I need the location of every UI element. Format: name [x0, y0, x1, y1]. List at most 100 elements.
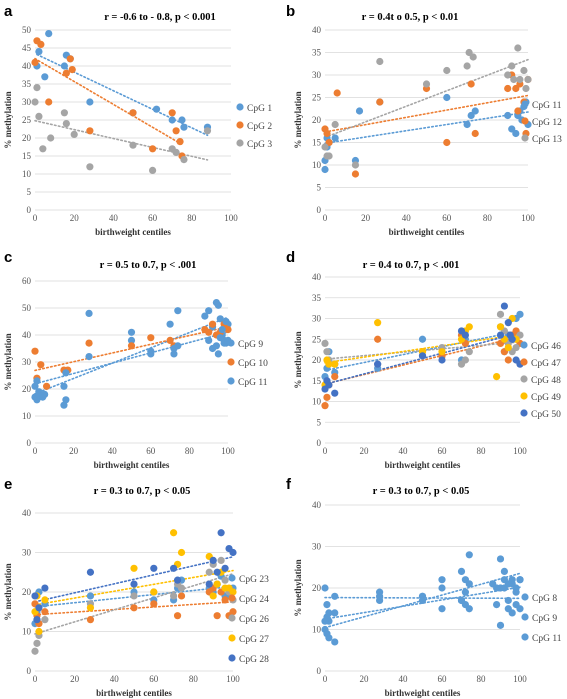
data-point-cpg-28	[35, 604, 43, 612]
x-tick-label: 60	[148, 213, 158, 223]
data-point-cpg-49	[496, 323, 505, 331]
legend-marker	[521, 633, 529, 641]
data-point-cpg-28	[41, 584, 49, 592]
data-point-cpg-28	[213, 568, 221, 576]
data-point-cpg-11	[201, 312, 209, 320]
data-point-cpg-11	[493, 584, 501, 592]
trendline-cpg-2	[34, 57, 183, 146]
data-point-cpg-47	[504, 356, 512, 364]
data-point-cpg-11	[504, 111, 512, 120]
data-point-cpg-11	[465, 580, 473, 588]
data-point-cpg-13	[443, 66, 451, 75]
y-tick-label: 30	[22, 97, 32, 107]
data-point-cpg-11	[205, 336, 213, 344]
data-point-cpg-24	[130, 604, 138, 612]
data-point-cpg-49	[331, 360, 339, 368]
data-point-cpg-49	[493, 373, 501, 381]
data-point-cpg-11	[508, 609, 516, 617]
legend-marker	[521, 100, 529, 108]
x-tick-label: 80	[187, 213, 197, 223]
data-point-cpg-11	[60, 382, 68, 390]
trendline-cpg-26	[34, 572, 234, 635]
data-point-cpg-50	[508, 335, 516, 343]
data-point-cpg-28	[31, 592, 39, 600]
data-point-cpg-10	[31, 347, 39, 355]
data-point-cpg-28	[170, 564, 178, 572]
y-tick-label: 10	[312, 160, 322, 170]
x-tick-label: 60	[146, 446, 156, 456]
data-point-cpg-2	[172, 127, 180, 135]
y-tick-label: 25	[312, 93, 322, 103]
data-point-cpg-1	[41, 73, 49, 81]
data-point-cpg-13	[422, 80, 431, 88]
data-point-cpg-13	[321, 143, 329, 151]
chart-title: r = 0.5 to 0.7, p < .001	[100, 260, 197, 271]
data-point-cpg-27	[170, 529, 178, 537]
data-point-cpg-11	[218, 326, 226, 334]
x-tick-label: 0	[33, 446, 38, 456]
y-tick-label: 0	[317, 438, 322, 448]
x-tick-label: 40	[110, 674, 120, 684]
y-tick-label: 40	[22, 330, 32, 340]
data-point-cpg-11	[323, 601, 331, 609]
data-point-cpg-13	[520, 66, 528, 75]
data-point-cpg-9	[62, 396, 70, 404]
x-tick-label: 40	[402, 213, 412, 223]
data-point-cpg-2	[37, 40, 45, 49]
chart-title: r = -0.6 to - 0.8, p < 0.001	[104, 12, 216, 23]
data-point-cpg-27	[41, 596, 49, 604]
y-tick-label: 40	[22, 61, 32, 71]
data-point-cpg-28	[229, 548, 237, 557]
x-tick-label: 80	[477, 674, 487, 684]
data-point-cpg-2	[86, 127, 94, 135]
y-tick-label: 0	[27, 205, 32, 215]
legend-marker	[227, 358, 235, 366]
data-point-cpg-9	[500, 567, 508, 576]
x-axis-label: birthweight centiles	[385, 688, 461, 698]
data-point-cpg-3	[47, 134, 55, 142]
data-point-cpg-24	[177, 592, 186, 600]
data-point-cpg-50	[418, 352, 427, 360]
panel-letter: f	[286, 476, 292, 493]
data-point-cpg-46	[516, 310, 524, 318]
data-point-cpg-3	[62, 120, 70, 128]
data-point-cpg-11	[33, 377, 41, 385]
data-point-cpg-1	[60, 62, 68, 70]
data-point-cpg-9	[512, 584, 520, 592]
data-point-cpg-50	[496, 331, 505, 339]
data-point-cpg-50	[374, 360, 382, 368]
data-point-cpg-27	[177, 548, 186, 557]
x-tick-label: 0	[33, 674, 38, 684]
data-point-cpg-28	[221, 564, 229, 572]
panel-f: f r = 0.3 to 0.7, p < 0.05 0 10 20 30 40 0 20 40 6…	[286, 476, 562, 698]
data-point-cpg-11	[355, 107, 364, 115]
data-point-cpg-10	[85, 339, 93, 347]
data-point-cpg-11	[147, 350, 155, 358]
data-point-cpg-10	[37, 361, 45, 369]
data-point-cpg-8	[465, 605, 473, 613]
y-tick-label: 15	[312, 138, 322, 148]
data-point-cpg-27	[150, 588, 158, 596]
data-point-cpg-13	[522, 84, 530, 93]
legend-marker	[227, 377, 235, 385]
trendline-cpg-11	[324, 111, 529, 145]
data-point-cpg-26	[33, 639, 41, 647]
data-point-cpg-11	[31, 382, 39, 390]
y-tick-label: 60	[22, 276, 32, 286]
data-point-cpg-2	[62, 69, 70, 77]
trendline-cpg-10	[34, 326, 229, 372]
data-point-cpg-28	[130, 580, 138, 588]
legend-marker	[236, 103, 244, 111]
x-tick-label: 60	[438, 446, 448, 456]
data-point-cpg-26	[177, 584, 186, 592]
x-tick-label: 40	[399, 674, 409, 684]
data-point-cpg-11	[216, 334, 224, 342]
data-point-cpg-47	[321, 402, 329, 410]
data-point-cpg-2	[149, 145, 157, 153]
y-tick-label: 30	[22, 357, 32, 367]
y-tick-label: 15	[312, 376, 322, 386]
x-tick-label: 0	[33, 213, 38, 223]
panel-letter: d	[286, 249, 295, 266]
data-point-cpg-9	[516, 576, 524, 584]
data-point-cpg-27	[213, 580, 221, 588]
